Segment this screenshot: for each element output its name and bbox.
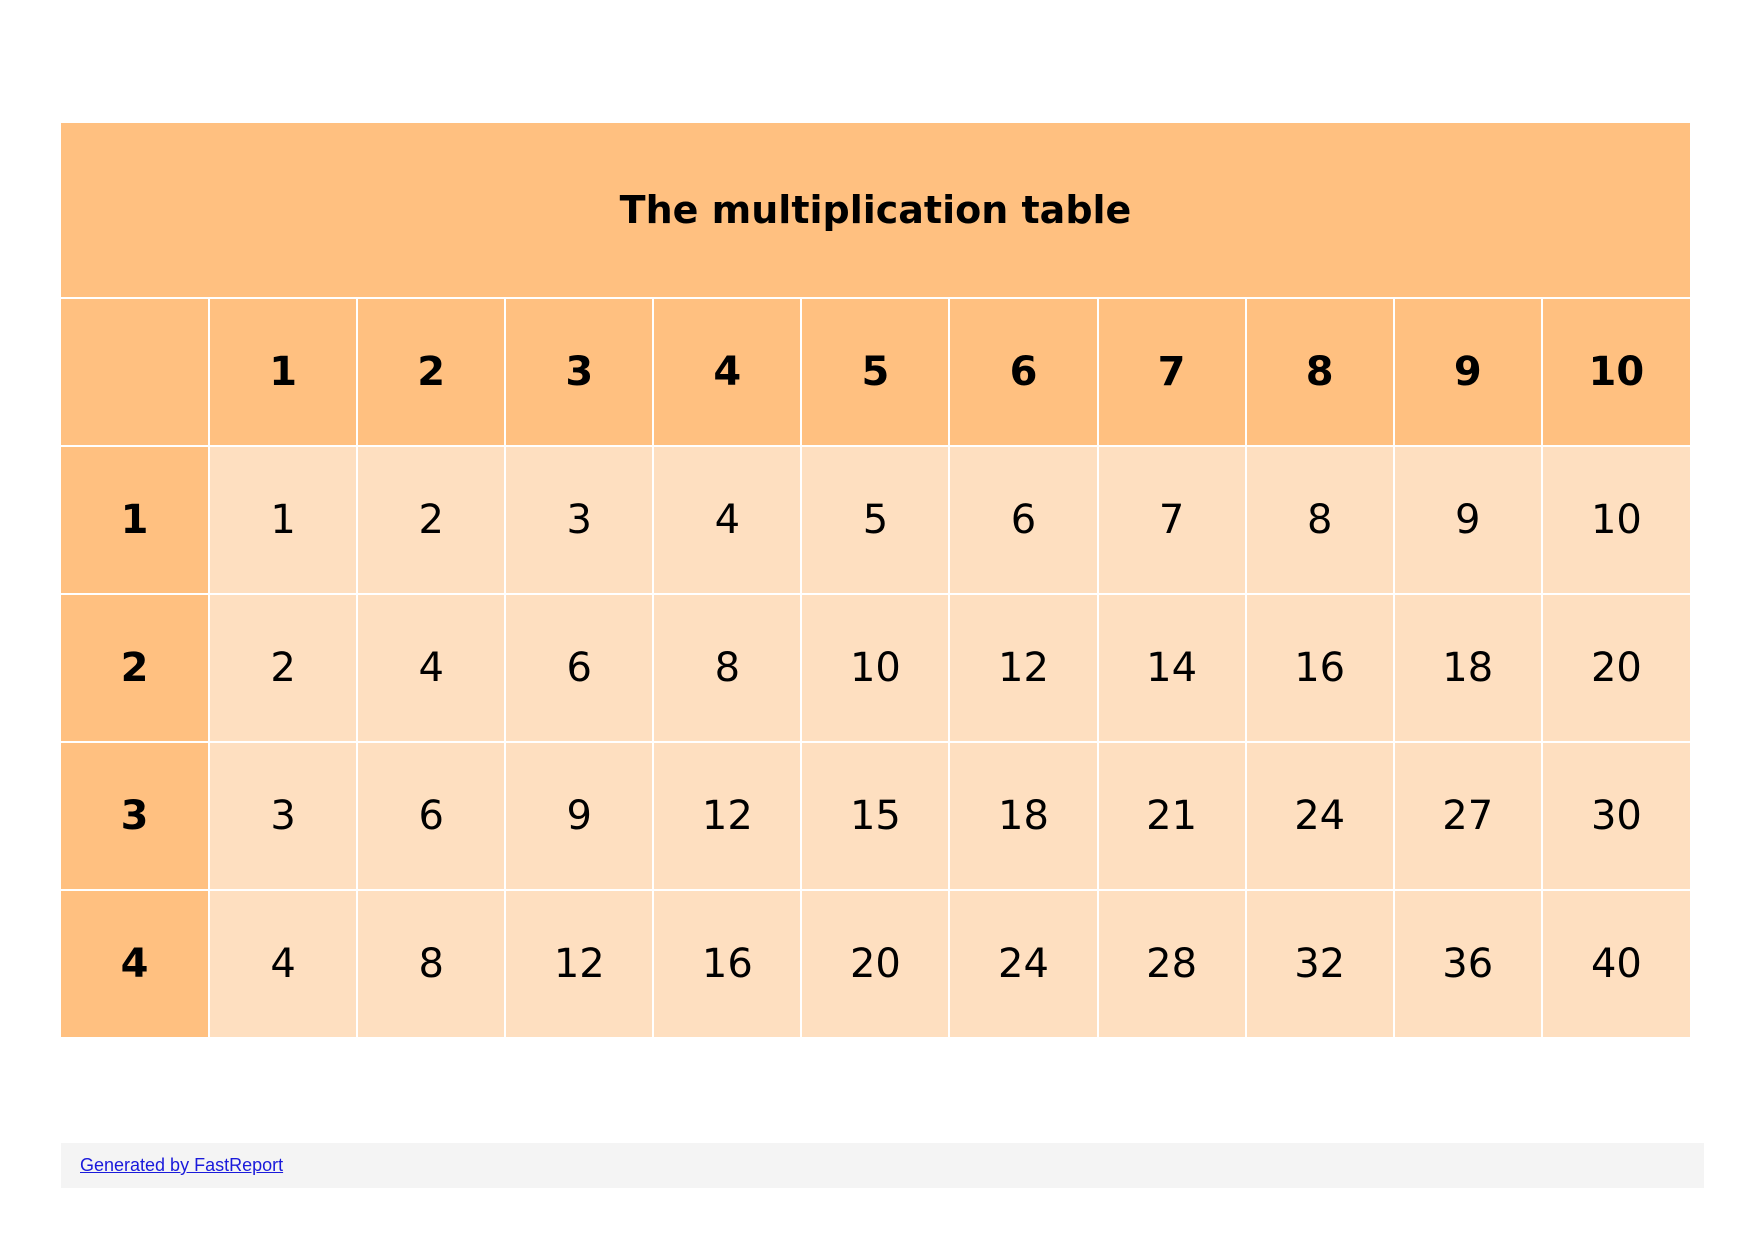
table-cell: 24 [948,889,1099,1037]
table-cell: 2 [208,593,359,743]
table-cell: 6 [948,445,1099,595]
row-header: 4 [61,889,211,1037]
table-cell: 10 [800,593,951,743]
table-cell: 12 [948,593,1099,743]
table-cell: 20 [800,889,951,1037]
column-header: 10 [1540,299,1690,447]
table-cell: 4 [356,593,507,743]
multiplication-grid: 1 2 3 4 5 6 7 8 9 10 1 1 2 3 4 5 6 7 8 [61,299,1690,1037]
table-cell: 15 [800,741,951,891]
table-cell: 6 [356,741,507,891]
table-row: 3 3 6 9 12 15 18 21 24 27 30 [61,741,1690,891]
table-row: 4 4 8 12 16 20 24 28 32 36 40 [61,889,1690,1037]
table-row: 1 1 2 3 4 5 6 7 8 9 10 [61,445,1690,595]
table-cell: 27 [1392,741,1543,891]
table-cell: 2 [356,445,507,595]
column-header: 7 [1096,299,1247,447]
table-cell: 16 [1244,593,1395,743]
column-header: 8 [1244,299,1395,447]
table-cell: 32 [1244,889,1395,1037]
table-cell: 7 [1096,445,1247,595]
column-header: 9 [1392,299,1543,447]
table-row: 2 2 4 6 8 10 12 14 16 18 20 [61,593,1690,743]
table-cell: 36 [1392,889,1543,1037]
table-cell: 1 [208,445,359,595]
row-header: 3 [61,741,211,891]
table-cell: 20 [1540,593,1690,743]
title-band: The multiplication table [61,123,1690,299]
table-cell: 21 [1096,741,1247,891]
table-cell: 8 [356,889,507,1037]
table-cell: 10 [1540,445,1690,595]
column-header: 6 [948,299,1099,447]
column-header: 5 [800,299,951,447]
table-cell: 3 [504,445,655,595]
footer-bar: Generated by FastReport [61,1143,1704,1188]
table-cell: 18 [1392,593,1543,743]
report: The multiplication table 1 2 3 4 5 6 7 8… [61,123,1690,1037]
fastreport-link[interactable]: Generated by FastReport [80,1155,284,1175]
table-cell: 12 [652,741,803,891]
table-cell: 5 [800,445,951,595]
column-header-row: 1 2 3 4 5 6 7 8 9 10 [61,299,1690,447]
column-header: 3 [504,299,655,447]
table-cell: 6 [504,593,655,743]
table-cell: 16 [652,889,803,1037]
corner-cell [61,299,211,447]
table-cell: 28 [1096,889,1247,1037]
row-header: 2 [61,593,211,743]
report-title: The multiplication table [619,188,1132,232]
table-cell: 9 [504,741,655,891]
table-cell: 18 [948,741,1099,891]
column-header: 1 [208,299,359,447]
table-cell: 30 [1540,741,1690,891]
table-cell: 40 [1540,889,1690,1037]
table-cell: 14 [1096,593,1247,743]
table-cell: 8 [652,593,803,743]
table-cell: 3 [208,741,359,891]
table-cell: 4 [208,889,359,1037]
table-cell: 9 [1392,445,1543,595]
column-header: 4 [652,299,803,447]
table-cell: 4 [652,445,803,595]
table-cell: 24 [1244,741,1395,891]
column-header: 2 [356,299,507,447]
table-cell: 8 [1244,445,1395,595]
table-cell: 12 [504,889,655,1037]
row-header: 1 [61,445,211,595]
